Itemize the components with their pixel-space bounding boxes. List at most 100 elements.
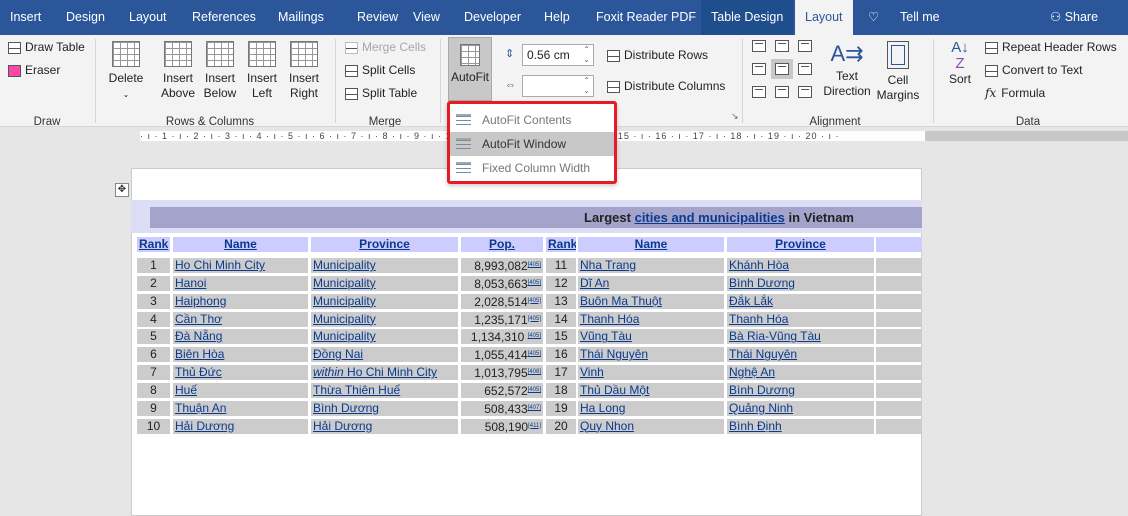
draw-table-button[interactable]: Draw Table: [8, 40, 85, 54]
city-link[interactable]: Hải Dương: [175, 418, 235, 433]
city-link[interactable]: Thủ Đức: [175, 365, 222, 380]
city-link[interactable]: Vũng Tàu: [580, 329, 632, 344]
city-link[interactable]: Quy Nhon: [580, 418, 635, 433]
header-pop-link[interactable]: Pop.: [489, 237, 515, 251]
city-link[interactable]: Cần Thơ: [175, 311, 223, 326]
menu-item-autofit-window[interactable]: AutoFit Window: [450, 132, 614, 156]
text-direction-button[interactable]: A⇉ Text Direction: [820, 39, 874, 99]
ribbon-tab-table-design[interactable]: Table Design: [701, 0, 794, 35]
reference-link[interactable]: [405]: [527, 279, 541, 286]
dialog-launcher-icon[interactable]: ↘: [731, 111, 739, 121]
ribbon-tab-view[interactable]: View: [413, 10, 440, 24]
align-bottom-right-button[interactable]: [798, 86, 812, 98]
province-link[interactable]: Thừa Thiên Huế: [313, 382, 401, 397]
header-rank-link[interactable]: Rank: [548, 237, 576, 251]
split-cells-button[interactable]: Split Cells: [345, 63, 415, 77]
repeat-header-rows-button[interactable]: Repeat Header Rows: [985, 40, 1117, 54]
split-table-button[interactable]: Split Table: [345, 86, 417, 100]
header-province-link[interactable]: Province: [775, 237, 826, 251]
title-link[interactable]: cities and municipalities: [634, 210, 785, 225]
reference-link[interactable]: [408]: [527, 369, 541, 376]
column-width-input[interactable]: ⌃ ⌄: [522, 75, 594, 97]
align-bottom-left-button[interactable]: [752, 86, 766, 98]
city-link[interactable]: Dĩ An: [580, 275, 610, 290]
city-link[interactable]: Đà Nẵng: [175, 329, 223, 344]
province-link[interactable]: Municipality: [313, 275, 376, 290]
city-link[interactable]: Buôn Ma Thuột: [580, 293, 662, 308]
eraser-button[interactable]: Eraser: [8, 63, 60, 77]
province-link[interactable]: Municipality: [313, 258, 376, 272]
convert-to-text-button[interactable]: Convert to Text: [985, 63, 1082, 77]
city-link[interactable]: Nha Trang: [580, 258, 637, 272]
menu-item-autofit-contents[interactable]: AutoFit Contents: [450, 108, 614, 132]
align-center-left-button[interactable]: [752, 63, 766, 75]
province-link[interactable]: Bình Dương: [729, 275, 795, 290]
ribbon-tab-references[interactable]: References: [192, 10, 256, 24]
ribbon-tab-insert[interactable]: Insert: [10, 10, 42, 24]
spinner-arrows[interactable]: ⌃ ⌄: [583, 45, 590, 64]
align-bottom-center-button[interactable]: [775, 86, 789, 98]
reference-link[interactable]: [405]: [527, 333, 541, 340]
align-center-center-button[interactable]: [771, 59, 793, 79]
ribbon-tab-layout[interactable]: Layout: [795, 0, 853, 35]
insert-right-button[interactable]: Insert Right: [285, 41, 323, 101]
cell-margins-button[interactable]: Cell Margins: [874, 39, 922, 103]
province-link[interactable]: Bình Dương: [313, 400, 379, 415]
city-link[interactable]: Thanh Hóa: [580, 311, 640, 326]
city-link[interactable]: Huế: [175, 382, 198, 397]
align-top-left-button[interactable]: [752, 40, 766, 52]
insert-above-button[interactable]: Insert Above: [159, 41, 197, 101]
ribbon-tab-help[interactable]: Help: [544, 10, 570, 24]
province-link[interactable]: Municipality: [313, 293, 376, 308]
reference-link[interactable]: [405]: [527, 262, 541, 268]
province-link[interactable]: within: [313, 365, 344, 380]
province-link[interactable]: Quảng Ninh: [729, 400, 794, 415]
province-link[interactable]: Đắk Lắk: [729, 293, 774, 308]
city-link[interactable]: Ha Long: [580, 400, 626, 415]
city-link[interactable]: Vinh: [580, 365, 604, 380]
province-link[interactable]: Municipality: [313, 329, 376, 344]
ribbon-tab-foxit-reader-pdf[interactable]: Foxit Reader PDF: [596, 10, 697, 24]
city-link[interactable]: Biên Hòa: [175, 347, 225, 362]
province-link[interactable]: Bà Rịa-Vũng Tàu: [729, 329, 821, 344]
province-link[interactable]: Ho Chi Minh City: [343, 365, 438, 380]
ribbon-tab-review[interactable]: Review: [357, 10, 398, 24]
city-link[interactable]: Thái Nguyên: [580, 347, 649, 362]
province-link[interactable]: Thanh Hóa: [729, 311, 789, 326]
tell-me-search[interactable]: Tell me: [900, 10, 940, 24]
distribute-columns-button[interactable]: Distribute Columns: [607, 79, 725, 93]
table-move-handle-icon[interactable]: ✥: [115, 183, 129, 197]
insert-left-button[interactable]: Insert Left: [243, 41, 281, 101]
distribute-rows-button[interactable]: Distribute Rows: [607, 48, 708, 62]
header-rank-link[interactable]: Rank: [139, 237, 169, 251]
province-link[interactable]: Đồng Nai: [313, 347, 364, 362]
reference-link[interactable]: [407]: [527, 404, 541, 411]
spinner-arrows[interactable]: ⌃ ⌄: [583, 76, 590, 95]
formula-button[interactable]: fx Formula: [985, 86, 1046, 100]
ribbon-tab-mailings[interactable]: Mailings: [278, 10, 324, 24]
province-link[interactable]: Khánh Hòa: [729, 258, 790, 272]
city-link[interactable]: Haiphong: [175, 293, 227, 308]
city-link[interactable]: Thuận An: [175, 400, 227, 415]
insert-below-button[interactable]: Insert Below: [201, 41, 239, 101]
sort-button[interactable]: A↓ Z Sort: [942, 40, 978, 87]
header-name-link[interactable]: Name: [634, 237, 668, 251]
reference-link[interactable]: [411]: [528, 422, 541, 429]
province-link[interactable]: Thái Nguyên: [729, 347, 798, 362]
menu-item-fixed-column-width[interactable]: Fixed Column Width: [450, 156, 614, 180]
province-link[interactable]: Bình Dương: [729, 382, 795, 397]
ribbon-tab-developer[interactable]: Developer: [464, 10, 521, 24]
align-top-center-button[interactable]: [775, 40, 789, 52]
reference-link[interactable]: [405]: [527, 297, 541, 304]
header-province-link[interactable]: Province: [359, 237, 410, 251]
header-name-link[interactable]: Name: [224, 237, 257, 251]
merge-cells-button[interactable]: Merge Cells: [345, 40, 426, 54]
city-link[interactable]: Thủ Dầu Một: [580, 382, 650, 397]
province-link[interactable]: Nghệ An: [729, 365, 776, 380]
reference-link[interactable]: [405]: [527, 386, 541, 393]
align-top-right-button[interactable]: [798, 40, 812, 52]
share-button[interactable]: ⚇ Share: [1050, 10, 1099, 24]
delete-button[interactable]: Delete ⌄: [106, 41, 146, 102]
city-link[interactable]: Hanoi: [175, 275, 207, 290]
city-link[interactable]: Ho Chi Minh City: [175, 258, 266, 272]
